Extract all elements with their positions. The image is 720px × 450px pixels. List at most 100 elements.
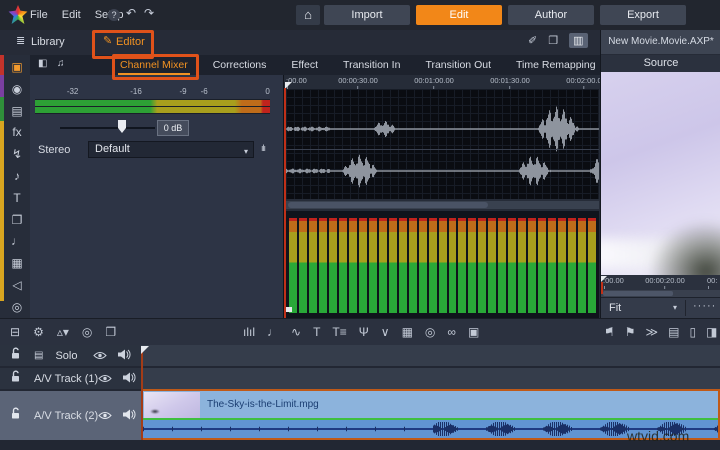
level-meter-bar	[528, 218, 537, 313]
video-camera-icon[interactable]: ◧	[38, 58, 48, 69]
gain-slider-track[interactable]	[60, 127, 155, 129]
output-mixer-icon[interactable]: ılı	[261, 143, 266, 153]
ruler-tick-label: 00:02:00.0	[566, 76, 601, 89]
chevron-down-icon[interactable]: ▾	[673, 303, 678, 312]
media-reel-icon[interactable]: ◉	[11, 81, 23, 96]
menu-edit[interactable]: Edit	[61, 9, 81, 21]
level-meter-bar	[478, 218, 487, 313]
title-icon[interactable]: T	[313, 325, 321, 339]
speaker-icon[interactable]	[122, 407, 136, 425]
audio-mixer-icon[interactable]: ◎	[81, 325, 93, 339]
home-button[interactable]: ⌂	[296, 5, 320, 25]
keyboard-icon[interactable]: ▦	[11, 256, 23, 271]
eye-icon[interactable]	[98, 407, 112, 425]
help-icon[interactable]: ?	[108, 9, 120, 21]
delete-icon[interactable]: ▯	[689, 325, 697, 339]
tab-effect[interactable]: Effect	[291, 59, 319, 71]
lock-icon[interactable]	[10, 370, 22, 388]
tab-library[interactable]: Library	[31, 36, 65, 48]
settings-gear-icon[interactable]: ⚙	[33, 325, 44, 339]
split-frame-icon[interactable]: ▤	[668, 325, 680, 339]
scorefitter-icon[interactable]: ♩	[267, 325, 279, 339]
gain-slider-handle[interactable]	[118, 120, 126, 133]
customize-toolbar-icon[interactable]: ⊟	[10, 325, 21, 339]
photos-icon[interactable]: ▤	[11, 103, 23, 118]
link-icon[interactable]: ∞	[447, 325, 456, 339]
sound-effects-icon[interactable]: ◁	[12, 277, 22, 292]
audio-note-icon[interactable]: ♫	[57, 58, 65, 69]
gain-value[interactable]: 0 dB	[157, 120, 189, 136]
tab-corrections[interactable]: Corrections	[212, 59, 267, 71]
brush-icon[interactable]: ✐	[528, 35, 538, 47]
track-size-icon[interactable]: ▵▾	[56, 325, 69, 339]
keyboard-icon[interactable]: ▤	[34, 350, 44, 361]
source-playhead-marker[interactable]	[601, 276, 607, 282]
disc-author-icon[interactable]: ◎	[424, 325, 436, 339]
wave-scrollbar[interactable]	[286, 201, 599, 209]
export-panel-icon[interactable]: ❐	[548, 35, 559, 47]
wave-playhead-marker[interactable]	[285, 82, 292, 89]
effects-icon[interactable]: fx	[12, 125, 22, 140]
undo-icon[interactable]: ↶	[126, 6, 137, 20]
timeline-playhead-line[interactable]	[141, 346, 143, 440]
scorefitter-icon[interactable]: ♩	[11, 234, 23, 249]
mark-in-icon[interactable]: ⚑	[604, 325, 615, 339]
tab-transition-out[interactable]: Transition Out	[425, 59, 491, 71]
music-icon[interactable]: ♪	[14, 168, 20, 183]
dual-view-icon[interactable]: ▥	[569, 33, 588, 48]
level-meter-bar	[318, 218, 327, 313]
track-lane-1[interactable]	[141, 368, 720, 389]
speed-icon[interactable]: ≫	[645, 325, 659, 339]
compositions-icon[interactable]: ▣	[11, 60, 23, 74]
channel-mixer-panel: -32 -16 -9 -6 0 0 dB Stereo Default ılı	[30, 75, 283, 318]
source-scrollbar[interactable]	[601, 290, 720, 297]
wave-scroll-thumb[interactable]	[288, 202, 488, 208]
more-options-dots[interactable]: ·····	[693, 300, 717, 312]
timeline-clip[interactable]: The-Sky-is-the-Limit.mpg	[141, 389, 720, 440]
flash-icon[interactable]: ↯	[11, 147, 23, 162]
voiceover-mic-icon[interactable]: Ψ	[358, 325, 369, 339]
nav-edit-button[interactable]: Edit	[416, 5, 502, 25]
export-clip-icon[interactable]: ❐	[105, 325, 117, 339]
stereo-preset-dropdown[interactable]: Default	[88, 141, 254, 159]
subtitle-icon[interactable]: T≡	[332, 325, 347, 339]
tab-transition-in[interactable]: Transition In	[343, 59, 401, 71]
speaker-icon[interactable]	[122, 370, 136, 388]
nav-import-button[interactable]: Import	[324, 5, 410, 25]
eye-icon[interactable]	[93, 347, 107, 365]
wave-ruler[interactable]: :00.00 00:00:30.00 00:01:00.00 00:01:30.00 0…	[284, 75, 601, 89]
lock-icon[interactable]	[10, 407, 22, 425]
tab-channel-mixer[interactable]: Channel Mixer	[118, 55, 190, 75]
nav-export-button[interactable]: Export	[600, 5, 686, 25]
tab-time-remapping[interactable]: Time Remapping	[516, 59, 596, 71]
wave-playhead-line[interactable]	[284, 88, 286, 318]
multicam-icon[interactable]: ▦	[401, 325, 413, 339]
track-lane-solo[interactable]	[141, 345, 720, 366]
eye-icon[interactable]	[98, 370, 112, 388]
level-meter-bar	[358, 218, 367, 313]
track-header-2[interactable]: A/V Track (2)	[0, 391, 141, 440]
timeline-playhead-marker[interactable]	[141, 346, 149, 354]
camera-icon[interactable]: ◨	[706, 325, 718, 339]
track-header-1[interactable]: A/V Track (1)	[0, 368, 141, 389]
source-playhead-line[interactable]	[601, 282, 603, 294]
tab-editor[interactable]: Editor	[116, 36, 145, 48]
audio-ducking-icon[interactable]: ılıl	[243, 325, 255, 339]
snapshot-icon[interactable]: ▣	[467, 325, 480, 339]
lock-icon[interactable]	[10, 347, 22, 365]
source-scroll-thumb[interactable]	[603, 291, 673, 296]
menu-file[interactable]: File	[30, 9, 48, 21]
titles-icon[interactable]: T	[13, 190, 21, 205]
nav-author-button[interactable]: Author	[508, 5, 594, 25]
source-ruler[interactable]: :00.00 00:00:20.00 00:	[601, 275, 720, 290]
montage-icon[interactable]: ❐	[11, 212, 23, 227]
disc-icon[interactable]: ◎	[11, 299, 23, 314]
smart-curve-icon[interactable]: ∿	[291, 325, 302, 339]
speaker-icon[interactable]	[117, 347, 131, 365]
keyframe-curve-icon[interactable]: ∨	[380, 325, 390, 339]
mark-out-icon[interactable]: ⚑	[624, 325, 636, 339]
timeline: ▤ Solo A/V Track (1) A/V Track (2) The-S…	[0, 345, 720, 450]
fit-dropdown[interactable]: Fit	[609, 302, 622, 314]
track-header-solo[interactable]: ▤ Solo	[0, 345, 141, 366]
redo-icon[interactable]: ↷	[144, 6, 155, 20]
